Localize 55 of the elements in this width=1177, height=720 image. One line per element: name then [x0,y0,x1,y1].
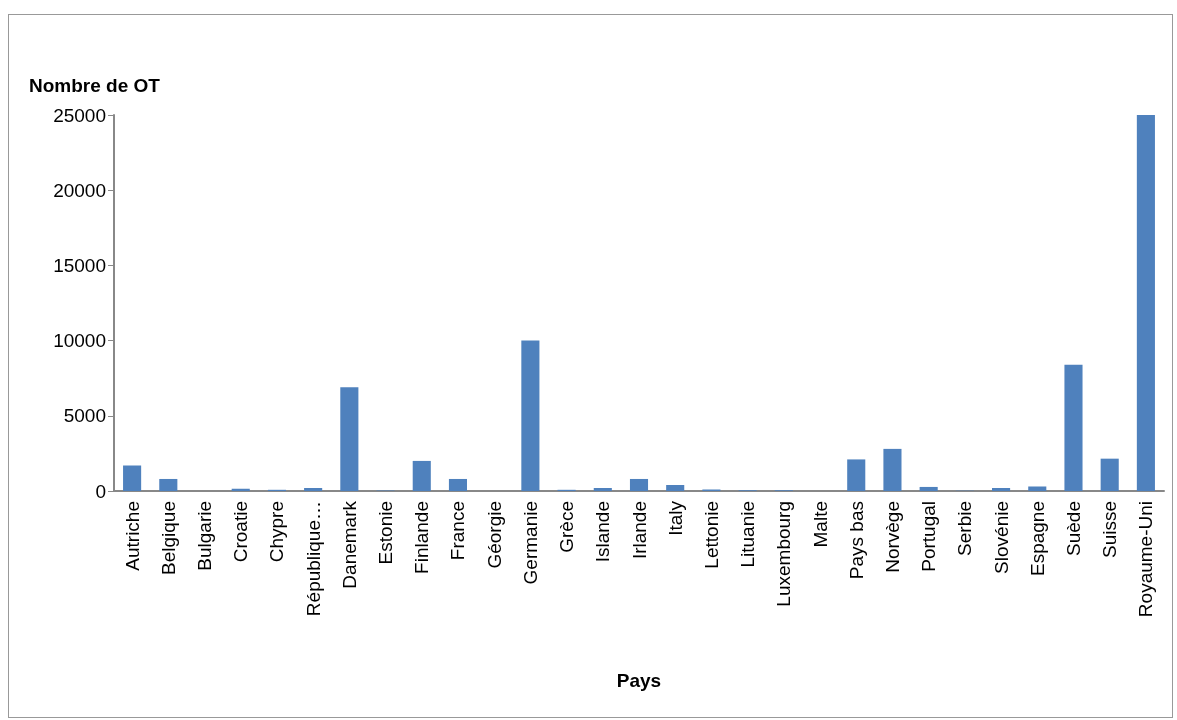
y-tick-label: 10000 [53,330,106,352]
x-tick-label: République… [302,501,324,617]
bar [123,465,142,491]
bar [448,478,468,491]
bar [593,487,612,491]
x-tick-label: Géorgie [483,501,505,569]
x-tick-label: France [447,501,469,561]
bar [883,448,902,491]
bar [521,340,540,491]
bar [1100,458,1119,491]
bar [666,484,685,491]
bar [847,459,866,491]
bar [412,460,431,491]
x-tick-label: Irlande [628,501,650,560]
bar [919,486,938,491]
x-tick-label: Suède [1062,501,1084,556]
x-tick-label: Grèce [556,501,578,553]
x-tick-label: Croatie [230,501,252,563]
x-tick-label: Bulgarie [194,501,216,571]
y-tick-label: 25000 [53,104,106,126]
x-tick-label: Pays bas [845,501,867,580]
bar [159,478,178,491]
x-tick-label: Germanie [519,501,541,585]
x-tick-label: Norvège [881,501,903,573]
x-tick-label: Lituanie [737,501,759,568]
bar [1028,486,1047,491]
x-tick-label: Lettonie [700,501,722,569]
x-tick-label: Portugal [918,501,940,572]
y-axis-title: Nombre de OT [29,75,161,96]
x-tick-label: Serbie [954,501,976,556]
bar [340,387,359,491]
x-tick-label: Slovénie [990,501,1012,574]
x-tick-label: Finlande [411,501,433,574]
x-tick-label: Suisse [1099,501,1121,559]
x-tick-label: Malte [809,501,831,548]
x-tick-label: Luxembourg [773,501,795,607]
x-tick-label: Estonie [375,501,397,565]
x-axis-title: Pays [616,670,662,691]
y-tick-label: 20000 [53,179,106,201]
x-tick-label: Danemark [338,500,360,589]
bar [1136,115,1155,491]
bar [1064,364,1083,491]
y-tick-label: 5000 [63,405,106,427]
bar [992,487,1011,491]
x-tick-label: Italy [664,500,686,536]
x-tick-label: Autriche [121,501,143,571]
bar [304,487,323,491]
x-tick-label: Islande [592,501,614,563]
y-tick-label: 15000 [53,254,106,276]
bar [629,478,649,491]
x-tick-label: Royaume-Uni [1135,501,1157,618]
x-tick-label: Belgique [157,501,179,575]
y-tick-label: 0 [95,480,106,502]
x-tick-label: Chypre [266,501,288,563]
x-tick-label: Espagne [1026,501,1048,577]
